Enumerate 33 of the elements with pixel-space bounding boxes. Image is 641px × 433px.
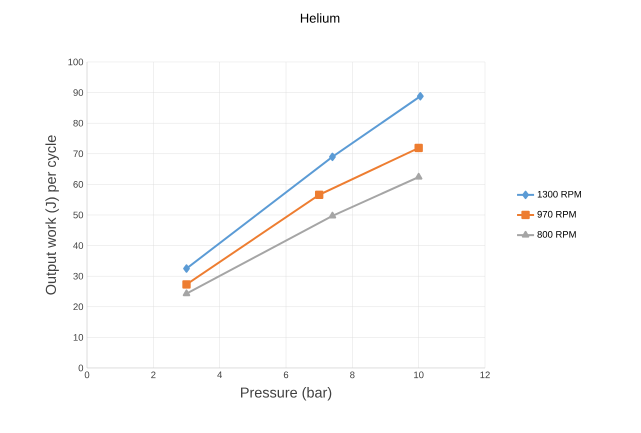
y-tick-label: 10 — [74, 334, 84, 341]
legend-label: 1300 RPM — [538, 190, 581, 198]
y-tick-label: 70 — [73, 150, 84, 158]
x-axis-title: Pressure (bar) — [241, 387, 332, 401]
x-tick-label: 2 — [151, 372, 156, 378]
x-tick-label: 4 — [217, 372, 222, 378]
x-tick-label: 0 — [84, 372, 90, 378]
x-tick-label: 12 — [480, 372, 490, 378]
y-tick-label: 20 — [73, 303, 84, 310]
y-tick-label: 0 — [78, 364, 84, 372]
x-tick-label: 6 — [284, 372, 288, 378]
y-tick-label: 50 — [73, 212, 84, 218]
point — [314, 190, 324, 199]
y-axis-title: Output work (J) per cycle — [45, 135, 59, 295]
point — [414, 144, 423, 152]
x-tick-label: 8 — [350, 372, 355, 378]
y-tick-label: 40 — [73, 242, 84, 249]
chart-title: Helium — [300, 13, 340, 23]
point — [416, 92, 424, 100]
point — [183, 264, 190, 273]
y-tick-label: 30 — [73, 272, 84, 280]
point — [414, 172, 422, 180]
y-tick-label: 60 — [73, 181, 84, 188]
y-tick-label: 100 — [68, 58, 84, 66]
legend-label: 800 RPM — [537, 231, 576, 238]
point — [328, 212, 336, 218]
legend-label: 970 RPM — [537, 210, 576, 218]
point — [182, 280, 191, 289]
x-tick-label: 10 — [414, 372, 424, 378]
point — [329, 152, 336, 162]
y-tick-label: 80 — [73, 120, 84, 127]
point — [182, 289, 190, 296]
y-tick-label: 90 — [73, 89, 84, 96]
